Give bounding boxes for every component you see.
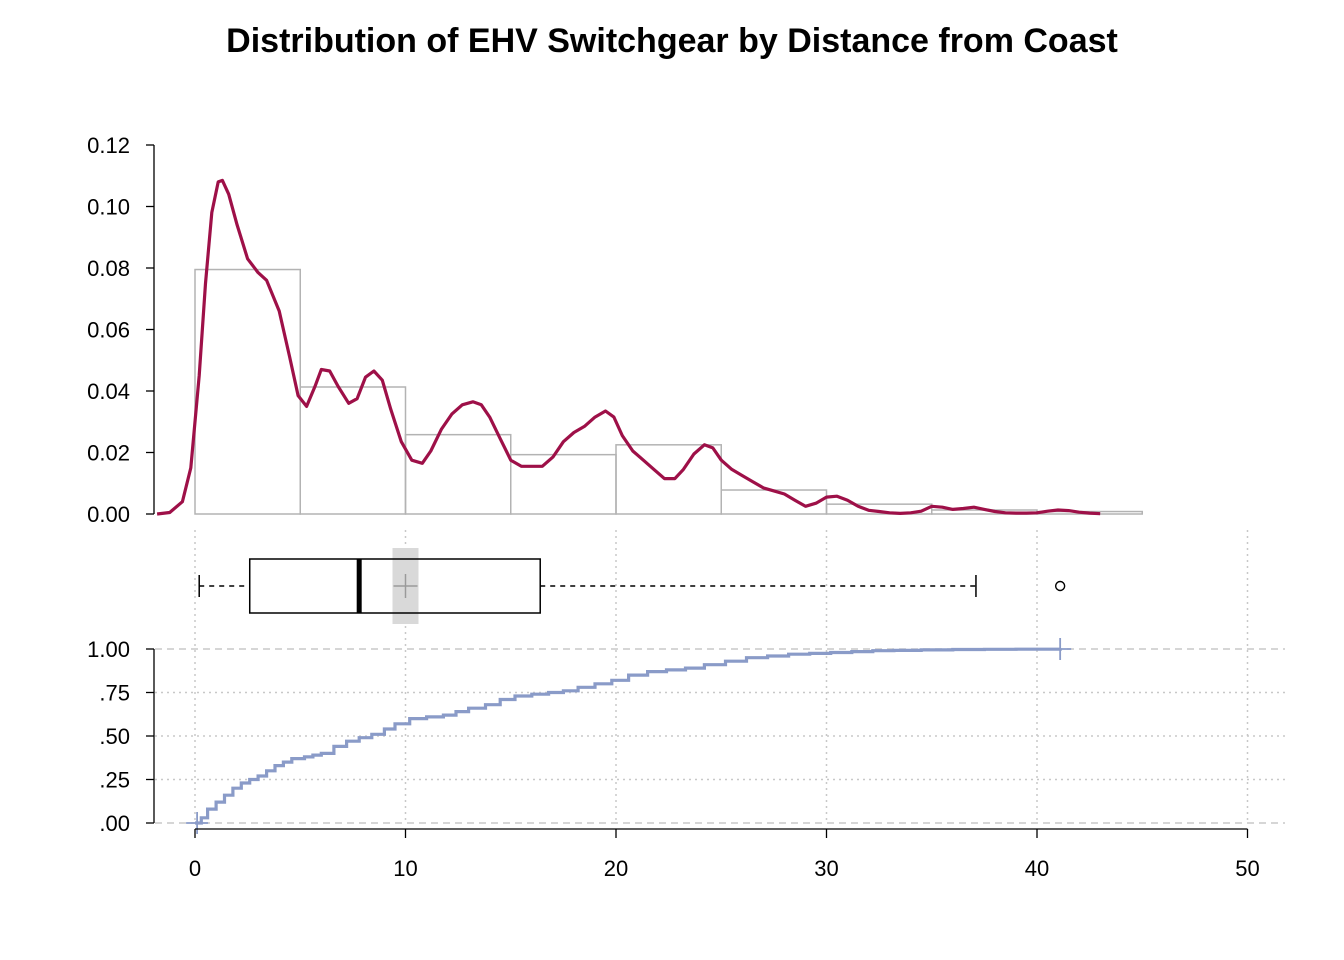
ecdf-curve <box>195 647 1062 825</box>
density-y-tick-label: 0.00 <box>87 502 130 527</box>
density-y-tick-label: 0.12 <box>87 133 130 158</box>
ecdf-y-tick-label: .50 <box>99 724 130 749</box>
histogram-bar <box>720 489 828 515</box>
x-tick-label: 20 <box>604 856 628 881</box>
x-axis: 0 10 20 30 40 50 <box>189 828 1260 881</box>
density-y-tick-label: 0.10 <box>87 195 130 220</box>
density-curve <box>156 178 1101 516</box>
x-tick-label: 0 <box>189 856 201 881</box>
ecdf-y-tick-label: .25 <box>99 768 130 793</box>
ecdf-y-tick-label: .00 <box>99 811 130 836</box>
outlier-point <box>1054 580 1066 592</box>
grid-layer <box>155 530 1285 824</box>
ecdf-y-tick-label: .75 <box>99 681 130 706</box>
histogram-bar <box>825 503 933 515</box>
density-y-tick-label: 0.08 <box>87 256 130 281</box>
histogram-bar <box>615 444 722 515</box>
density-y-tick-label: 0.02 <box>87 441 130 466</box>
x-tick-label: 40 <box>1025 856 1049 881</box>
ecdf-panel: .00 .25 .50 .75 1.00 <box>87 637 1072 836</box>
boxplot-panel <box>198 548 1066 624</box>
chart-title: Distribution of EHV Switchgear by Distan… <box>226 22 1118 60</box>
histogram-bar <box>404 433 512 515</box>
x-tick-label: 30 <box>814 856 838 881</box>
x-tick-label: 50 <box>1235 856 1259 881</box>
density-y-tick-label: 0.06 <box>87 318 130 343</box>
histogram-panel: 0.00 0.02 0.04 0.06 0.08 0.10 0.12 <box>87 133 1143 527</box>
density-y-tick-label: 0.04 <box>87 379 130 404</box>
ecdf-y-tick-label: 1.00 <box>87 637 130 662</box>
histogram-bar <box>194 268 301 515</box>
box-iqr <box>248 558 541 614</box>
x-tick-label: 10 <box>393 856 417 881</box>
histogram-bar <box>510 453 617 515</box>
